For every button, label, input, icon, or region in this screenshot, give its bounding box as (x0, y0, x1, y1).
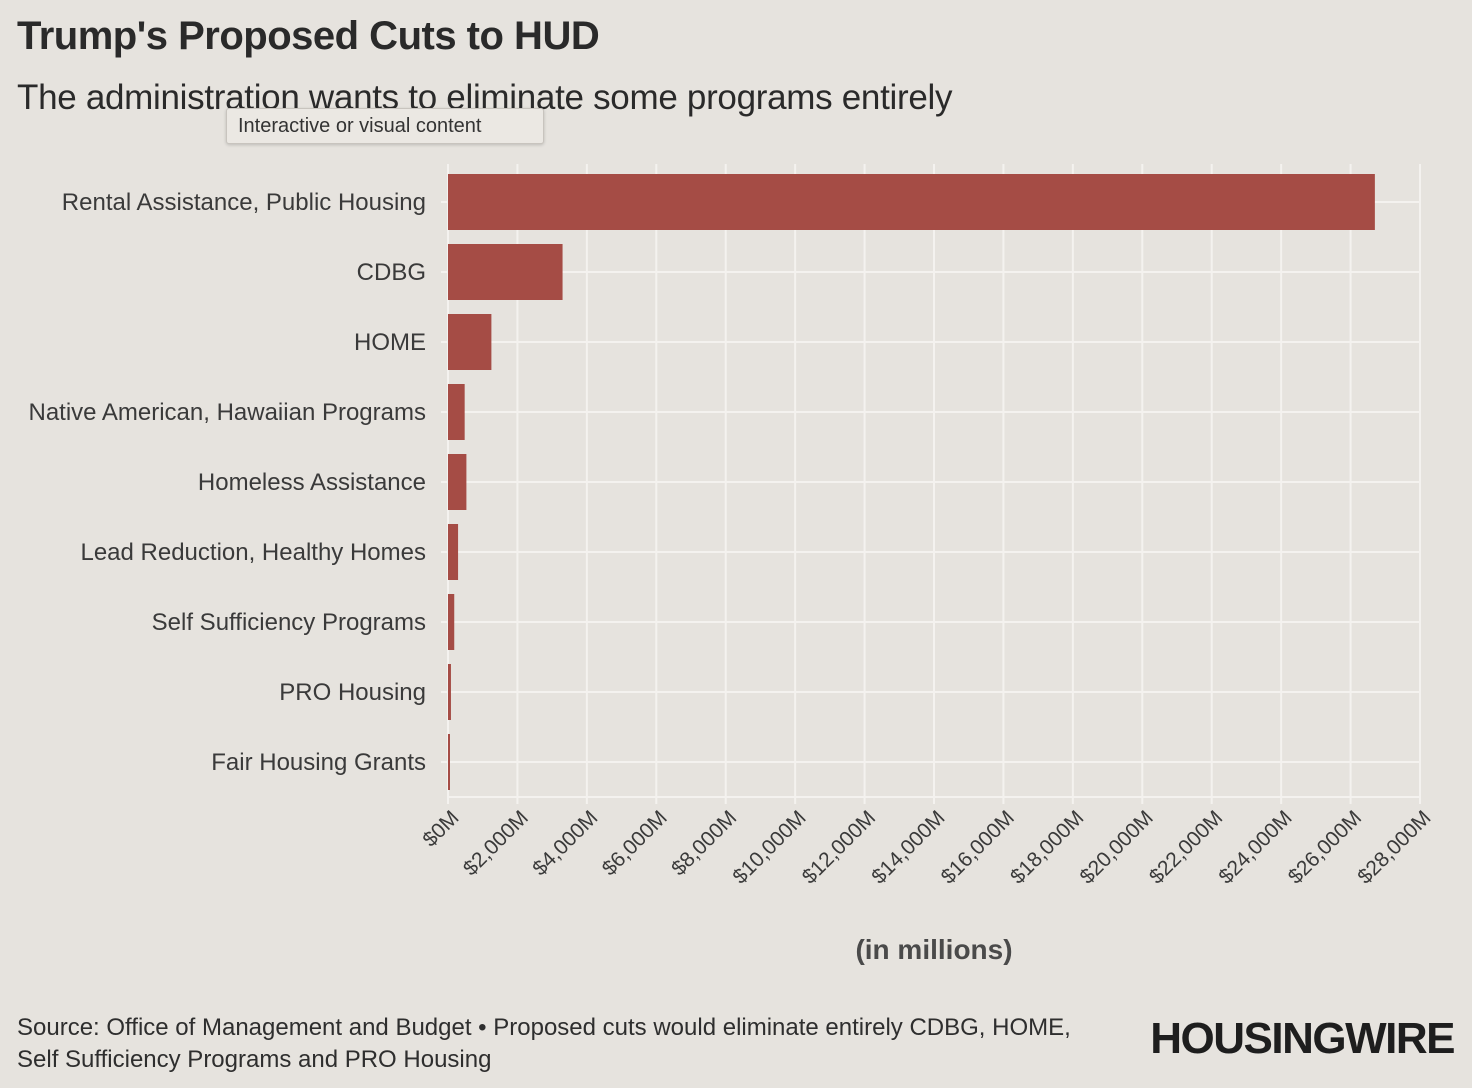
bar[interactable] (448, 664, 451, 720)
x-tick-label: $26,000M (1284, 806, 1366, 888)
x-axis-ticks: $0M$2,000M$4,000M$6,000M$8,000M$10,000M$… (418, 806, 1435, 888)
bar[interactable] (448, 734, 450, 790)
x-axis-title: (in millions) (855, 934, 1013, 965)
x-tick-label: $6,000M (598, 806, 672, 880)
x-tick-label: $22,000M (1145, 806, 1227, 888)
housingwire-logo: HOUSINGWIRE (1150, 1014, 1455, 1063)
category-label: Fair Housing Grants (211, 749, 426, 776)
bar[interactable] (448, 174, 1375, 230)
bars (448, 174, 1375, 790)
source-note: Source: Office of Management and Budget … (17, 1014, 1071, 1073)
x-tick-label: $4,000M (528, 806, 602, 880)
x-tick-label: $2,000M (459, 806, 533, 880)
x-tick-label: $0M (418, 806, 463, 851)
bar[interactable] (448, 244, 563, 300)
x-tick-label: $10,000M (728, 806, 810, 888)
x-tick-label: $28,000M (1353, 806, 1435, 888)
x-tick-label: $20,000M (1076, 806, 1158, 888)
chart-title: Trump's Proposed Cuts to HUD (17, 14, 600, 58)
bar[interactable] (448, 384, 465, 440)
category-label: Rental Assistance, Public Housing (62, 189, 426, 216)
gridlines (441, 164, 1421, 804)
category-label: Native American, Hawaiian Programs (29, 399, 427, 426)
category-label: PRO Housing (279, 679, 426, 706)
bar[interactable] (448, 594, 455, 650)
bar[interactable] (448, 314, 492, 370)
category-label: Lead Reduction, Healthy Homes (80, 539, 426, 566)
category-label: CDBG (357, 259, 426, 286)
x-tick-label: $18,000M (1006, 806, 1088, 888)
bar[interactable] (448, 524, 459, 580)
category-labels: Rental Assistance, Public Housing CDBG HOM… (29, 189, 427, 776)
x-tick-label: $14,000M (867, 806, 949, 888)
x-tick-label: $12,000M (798, 806, 880, 888)
category-label: HOME (354, 329, 426, 356)
x-tick-label: $24,000M (1214, 806, 1296, 888)
tooltip: Interactive or visual content (226, 108, 544, 144)
bar[interactable] (448, 454, 467, 510)
category-label: Homeless Assistance (198, 469, 426, 496)
x-tick-label: $16,000M (937, 806, 1019, 888)
category-label: Self Sufficiency Programs (152, 609, 426, 636)
